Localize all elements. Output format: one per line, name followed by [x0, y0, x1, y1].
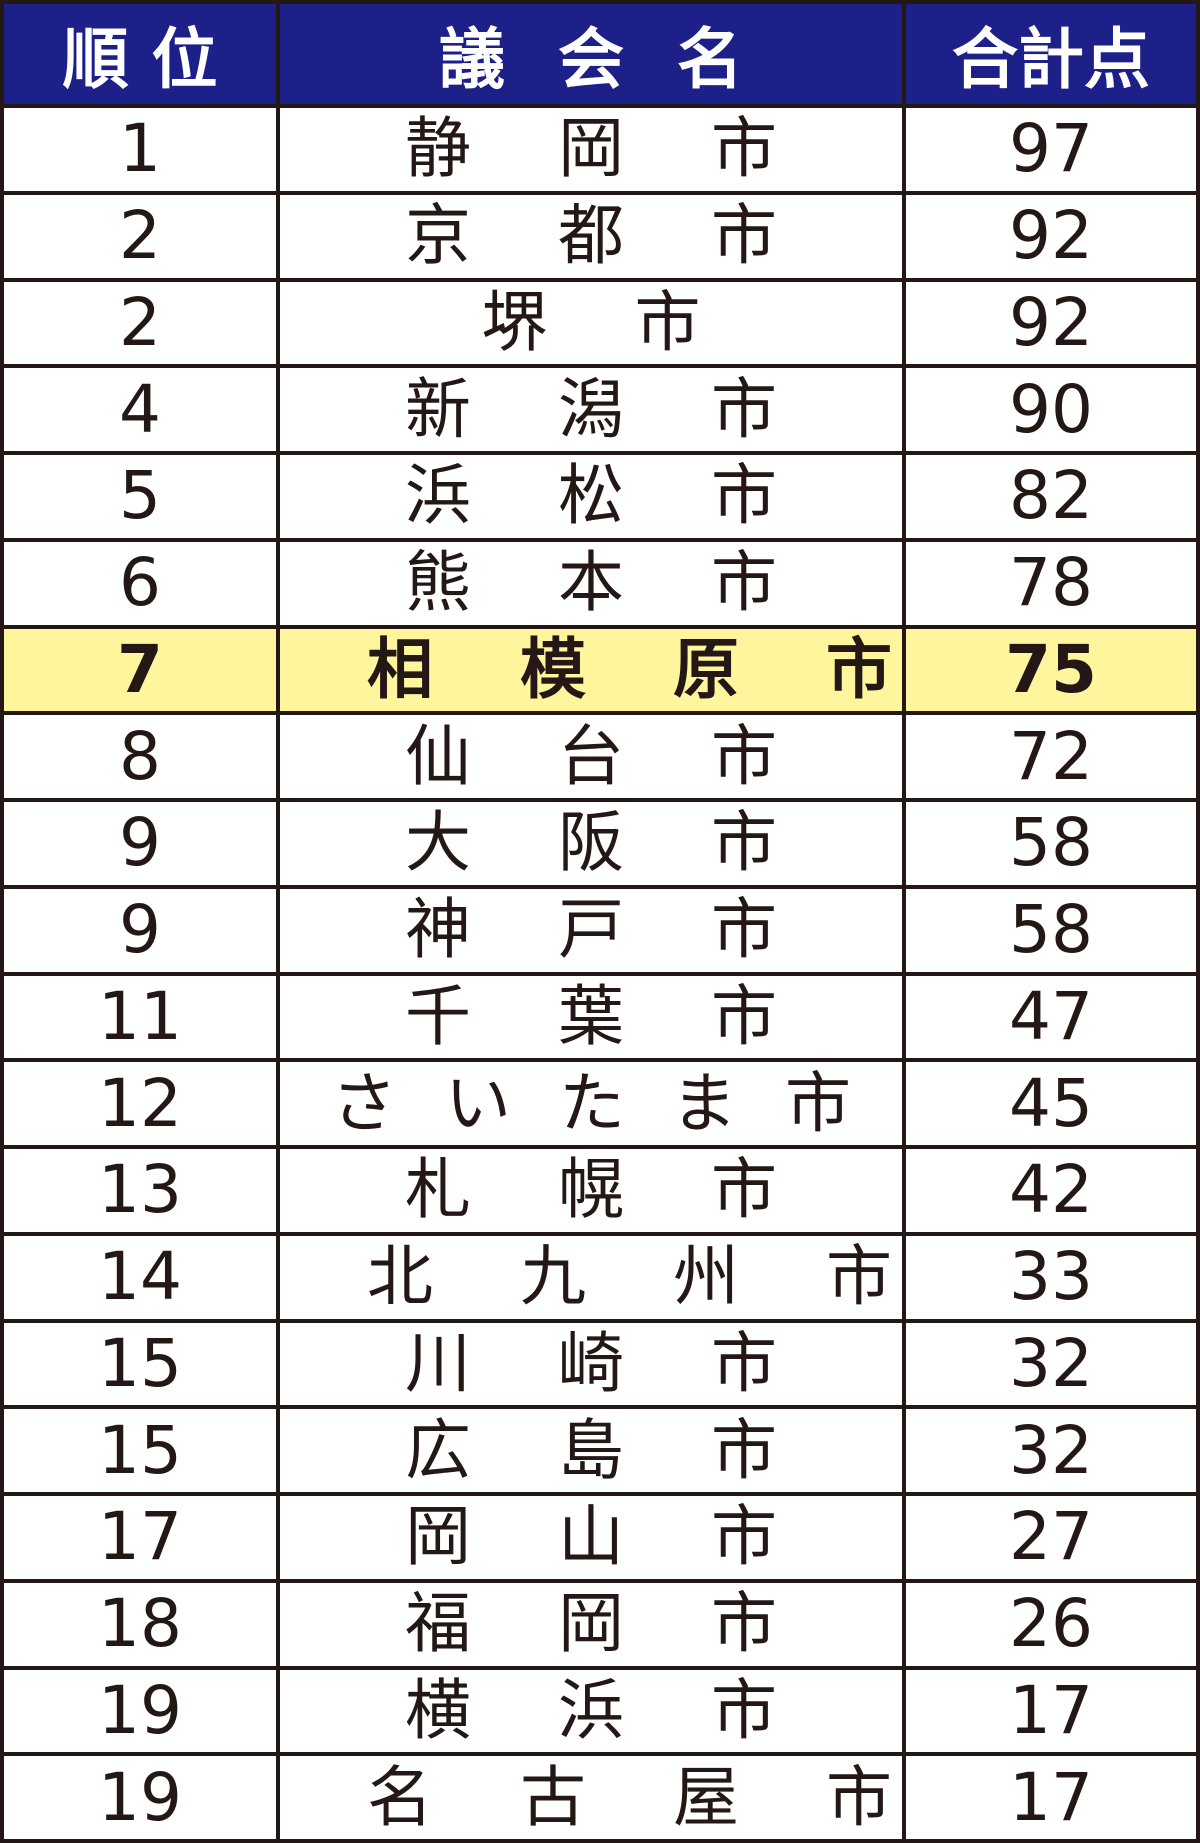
rank-cell: 19: [0, 1665, 280, 1757]
score-cell: 58: [902, 798, 1200, 889]
name-cell: 京都市: [276, 190, 906, 282]
rank-cell: 8: [0, 711, 280, 802]
table-row: 11 千葉市 47: [0, 971, 1200, 1063]
table-row: 4 新潟市 90: [0, 364, 1200, 455]
score-cell: 82: [902, 451, 1200, 542]
table-row: 15 川崎市 32: [0, 1318, 1200, 1410]
score-cell: 32: [902, 1405, 1200, 1496]
name-cell: 堺市: [276, 277, 906, 369]
name-cell: 仙台市: [276, 711, 906, 802]
score-cell: 33: [902, 1231, 1200, 1323]
name-cell: 新潟市: [276, 364, 906, 455]
table-row: 5 浜松市 82: [0, 451, 1200, 542]
rank-cell: 4: [0, 364, 280, 455]
name-cell: 大阪市: [276, 798, 906, 889]
name-cell: 広島市: [276, 1405, 906, 1496]
score-cell: 97: [902, 104, 1200, 195]
rank-cell: 1: [0, 104, 280, 195]
score-cell: 32: [902, 1318, 1200, 1410]
name-cell: 札幌市: [276, 1145, 906, 1236]
score-cell: 78: [902, 537, 1200, 629]
rank-cell: 5: [0, 451, 280, 542]
name-cell: 相模原市: [276, 624, 906, 716]
rank-cell: 18: [0, 1578, 280, 1670]
table-row: 6 熊本市 78: [0, 537, 1200, 629]
name-cell: 北九州市: [276, 1231, 906, 1323]
score-cell: 47: [902, 971, 1200, 1063]
name-cell: 浜松市: [276, 451, 906, 542]
name-cell: 横浜市: [276, 1665, 906, 1757]
score-cell: 26: [902, 1578, 1200, 1670]
header-name: 議 会 名: [276, 0, 906, 108]
table-row: 2 京都市 92: [0, 190, 1200, 282]
table-row: 9 神戸市 58: [0, 884, 1200, 976]
score-cell: 92: [902, 190, 1200, 282]
score-cell: 90: [902, 364, 1200, 455]
rank-cell: 13: [0, 1145, 280, 1236]
table-row: 13 札幌市 42: [0, 1145, 1200, 1236]
score-cell: 42: [902, 1145, 1200, 1236]
score-cell: 75: [902, 624, 1200, 716]
name-cell: 岡山市: [276, 1492, 906, 1583]
rank-cell: 11: [0, 971, 280, 1063]
score-cell: 58: [902, 884, 1200, 976]
name-cell: さいたま市: [276, 1058, 906, 1149]
name-cell: 神戸市: [276, 884, 906, 976]
header-rank: 順 位: [0, 0, 280, 108]
rank-cell: 2: [0, 277, 280, 369]
table-row: 19名古屋市17: [0, 1752, 1200, 1843]
table-row: 8 仙台市 72: [0, 711, 1200, 802]
table-row: 17 岡山市 27: [0, 1492, 1200, 1583]
table-row: 19 横浜市 17: [0, 1665, 1200, 1757]
score-cell: 17: [902, 1752, 1200, 1843]
rank-cell: 17: [0, 1492, 280, 1583]
table-row: 2 堺市 92: [0, 277, 1200, 369]
table-row: 1 静岡市 97: [0, 104, 1200, 195]
rank-cell: 19: [0, 1752, 280, 1843]
rank-cell: 7: [0, 624, 280, 716]
name-cell: 川崎市: [276, 1318, 906, 1410]
table-row: 15 広島市 32: [0, 1405, 1200, 1496]
name-cell: 静岡市: [276, 104, 906, 195]
table-row: 12 さいたま市 45: [0, 1058, 1200, 1149]
score-cell: 45: [902, 1058, 1200, 1149]
table-row: 14北九州市33: [0, 1231, 1200, 1323]
rank-cell: 14: [0, 1231, 280, 1323]
score-cell: 92: [902, 277, 1200, 369]
table-row: 9 大阪市 58: [0, 798, 1200, 889]
header-row: 順 位 議 会 名 合計点: [0, 0, 1200, 108]
name-cell: 千葉市: [276, 971, 906, 1063]
rank-cell: 15: [0, 1405, 280, 1496]
rank-cell: 12: [0, 1058, 280, 1149]
rank-cell: 9: [0, 798, 280, 889]
rank-cell: 9: [0, 884, 280, 976]
rank-cell: 15: [0, 1318, 280, 1410]
rank-cell: 6: [0, 537, 280, 629]
score-cell: 72: [902, 711, 1200, 802]
table-row: 7相模原市75: [0, 624, 1200, 716]
name-cell: 名古屋市: [276, 1752, 906, 1843]
table-row: 18 福岡市 26: [0, 1578, 1200, 1670]
header-score: 合計点: [902, 0, 1200, 108]
name-cell: 福岡市: [276, 1578, 906, 1670]
score-cell: 17: [902, 1665, 1200, 1757]
name-cell: 熊本市: [276, 537, 906, 629]
score-cell: 27: [902, 1492, 1200, 1583]
rank-cell: 2: [0, 190, 280, 282]
